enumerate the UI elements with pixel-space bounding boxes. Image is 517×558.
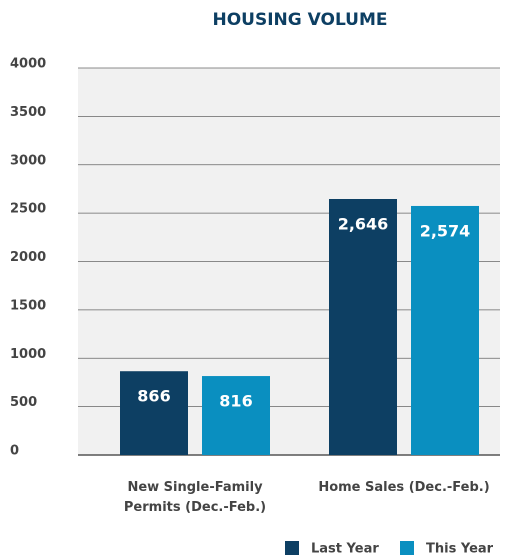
value-label: 2,646	[338, 214, 389, 233]
value-label: 816	[219, 392, 252, 411]
bar	[120, 371, 188, 455]
value-label: 2,574	[420, 221, 471, 240]
y-tick-label: 2500	[10, 202, 46, 217]
bar	[329, 198, 397, 455]
bar	[202, 376, 270, 455]
y-tick-label: 4000	[10, 57, 46, 72]
value-label: 866	[137, 387, 170, 406]
chart-title: HOUSING VOLUME	[212, 10, 387, 30]
y-tick-label: 1000	[10, 347, 46, 362]
y-tick-label: 500	[10, 395, 37, 410]
y-tick-label: 1500	[10, 298, 46, 313]
x-tick-label-box: New Single-Family Permits (Dec.-Feb.)	[123, 480, 267, 515]
legend-label: Last Year	[311, 542, 379, 557]
x-tick-label-box: Home Sales (Dec.-Feb.)	[318, 480, 490, 495]
y-tick-label: 3500	[10, 105, 46, 120]
legend-label: This Year	[426, 542, 494, 557]
x-tick-label: New Single-Family Permits (Dec.-Feb.)	[123, 480, 267, 515]
x-tick-label: Home Sales (Dec.-Feb.)	[318, 480, 490, 495]
y-tick-label: 3000	[10, 153, 46, 168]
legend-swatch	[285, 541, 299, 555]
legend-swatch	[400, 541, 414, 555]
bar	[411, 205, 479, 455]
y-tick-label: 2000	[10, 250, 46, 265]
y-tick-label: 0	[10, 444, 19, 459]
